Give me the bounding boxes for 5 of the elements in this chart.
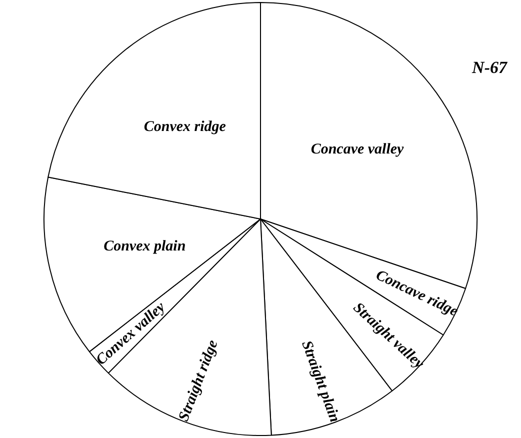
slice-label: Straight plain	[298, 338, 343, 424]
slice-label: Concave valley	[310, 141, 404, 158]
slice-label: Convex ridge	[144, 118, 226, 135]
slice-label: Convex plain	[104, 238, 186, 254]
text: N-67	[472, 58, 507, 78]
